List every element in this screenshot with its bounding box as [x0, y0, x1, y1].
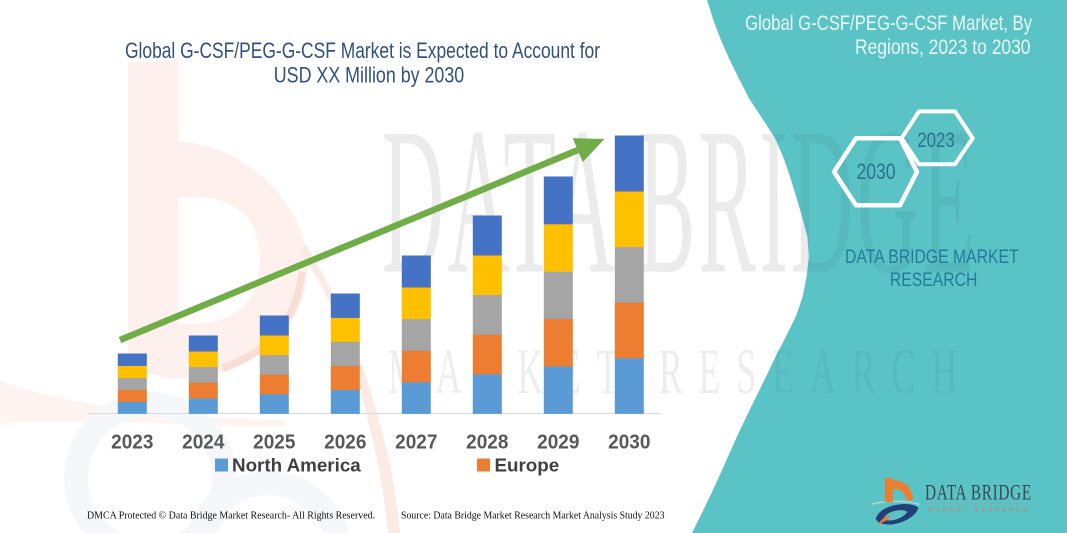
svg-text:Source: Data Bridge Market Res: Source: Data Bridge Market Research Mark… — [401, 510, 665, 522]
svg-text:DATA BRIDGE: DATA BRIDGE — [925, 481, 1032, 506]
svg-text:RESEARCH: RESEARCH — [890, 269, 978, 291]
svg-text:2026: 2026 — [324, 431, 366, 454]
svg-text:2030: 2030 — [856, 160, 895, 184]
svg-text:2023: 2023 — [917, 129, 954, 152]
svg-text:Global G-CSF/PEG-G-CSF Market: Global G-CSF/PEG-G-CSF Market is Expecte… — [125, 39, 600, 63]
svg-text:DMCA Protected © Data Bridge M: DMCA Protected © Data Bridge Market Rese… — [87, 510, 375, 522]
svg-text:North America: North America — [232, 455, 361, 476]
svg-text:Global G-CSF/PEG-G-CSF Market,: Global G-CSF/PEG-G-CSF Market, By — [745, 12, 1032, 35]
svg-text:DATA BRIDGE MARKET: DATA BRIDGE MARKET — [845, 246, 1019, 268]
svg-text:2029: 2029 — [537, 431, 579, 454]
svg-text:Regions, 2023 to 2030: Regions, 2023 to 2030 — [855, 37, 1031, 60]
svg-text:USD XX Million by 2030: USD XX Million by 2030 — [274, 64, 464, 88]
svg-text:Europe: Europe — [495, 455, 560, 476]
svg-text:2027: 2027 — [395, 431, 437, 454]
svg-text:2025: 2025 — [253, 431, 295, 454]
svg-text:2023: 2023 — [111, 431, 153, 454]
svg-text:MARKET RESEARCH: MARKET RESEARCH — [928, 507, 1030, 514]
svg-text:2028: 2028 — [466, 431, 508, 454]
svg-text:2024: 2024 — [182, 431, 224, 454]
svg-text:2030: 2030 — [608, 431, 650, 454]
